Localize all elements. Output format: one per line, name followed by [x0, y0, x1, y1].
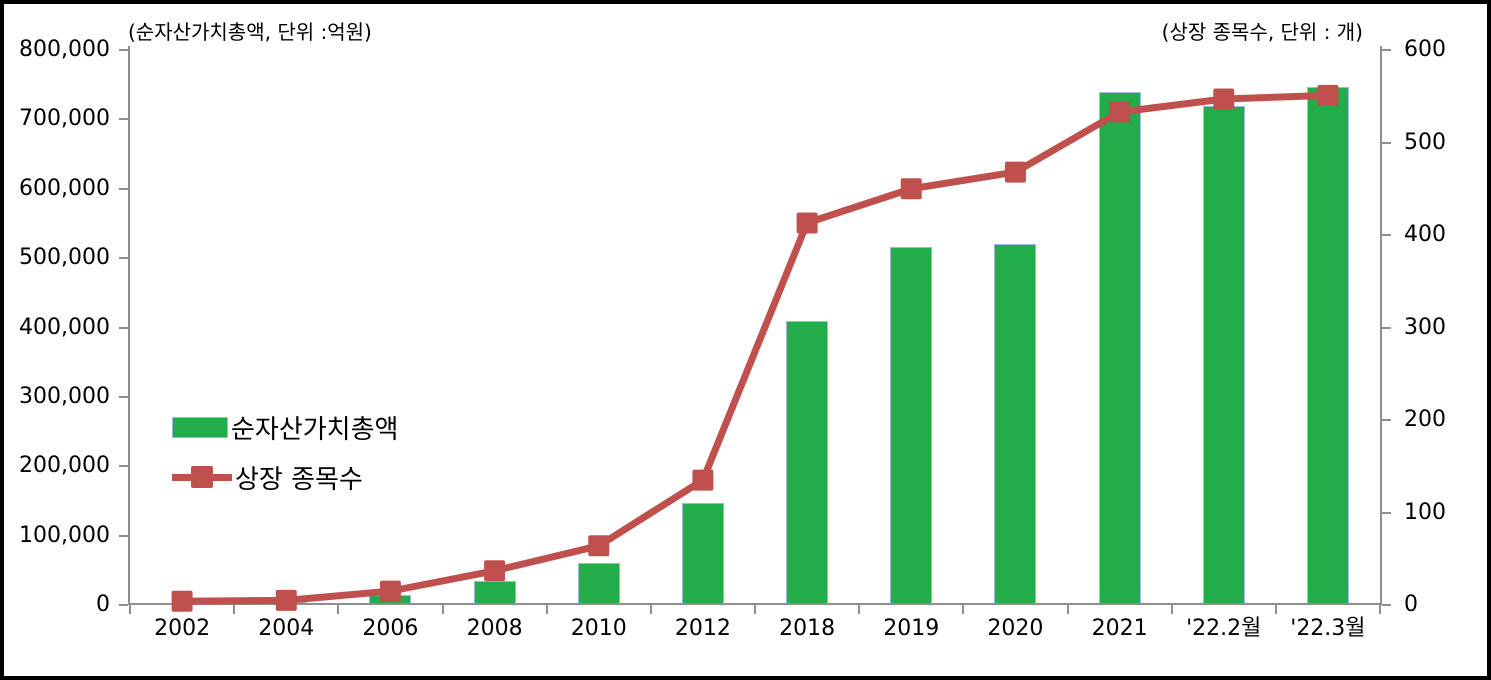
- line-marker-2018: [796, 212, 818, 234]
- left-axis-title: (순자산가치총액, 단위 :억원): [128, 20, 372, 44]
- y-axis-left-label: 0: [96, 592, 110, 617]
- y-axis-right-label: 400: [1404, 222, 1446, 247]
- y-axis-left-tick: [119, 326, 128, 329]
- line-marker-2008: [484, 560, 506, 582]
- y-axis-right-label: 100: [1404, 499, 1446, 525]
- line-marker-2020: [1004, 161, 1026, 183]
- x-axis-tick: [233, 605, 236, 614]
- y-axis-left-tick: [119, 465, 128, 468]
- y-axis-left-label: 300,000: [19, 383, 110, 409]
- y-axis-right-tick: [1382, 49, 1391, 51]
- y-axis-left-label: 100,000: [19, 522, 110, 548]
- y-axis-right-label: 0: [1404, 592, 1418, 617]
- y-axis-left-line: [128, 46, 130, 605]
- x-axis-tick: [441, 605, 444, 614]
- y-axis-left-tick: [119, 534, 128, 537]
- x-axis-tick: [754, 605, 756, 614]
- line-marker-2010: [588, 535, 610, 557]
- x-axis-label: 2012: [674, 616, 731, 641]
- bar-2018: [786, 320, 829, 605]
- line-series-swatch: [172, 466, 232, 488]
- bar-2010: [577, 563, 620, 605]
- bar-2008: [473, 581, 516, 605]
- right-axis-title: (상장 종목수, 단위 : 개): [1161, 20, 1363, 44]
- y-axis-left-tick: [119, 395, 128, 398]
- bar-'22.3월: [1306, 87, 1349, 605]
- x-axis-label: 2008: [466, 616, 523, 641]
- square-marker-icon: [191, 466, 213, 488]
- y-axis-right-tick: [1382, 604, 1391, 606]
- y-axis-left-label: 700,000: [19, 106, 110, 132]
- y-axis-right-line: [1380, 46, 1382, 605]
- x-axis-tick: [1170, 605, 1173, 614]
- y-axis-right-label: 200: [1404, 407, 1446, 432]
- y-axis-right-tick: [1382, 234, 1391, 236]
- y-axis-left-label: 800,000: [19, 37, 110, 62]
- x-axis-label: 2019: [883, 616, 940, 641]
- bar-'22.2월: [1202, 106, 1245, 605]
- line-marker-2019: [900, 178, 922, 200]
- x-axis-label: 2021: [1091, 616, 1148, 641]
- line-marker-2004: [275, 589, 297, 611]
- y-axis-left-tick: [119, 257, 128, 260]
- y-axis-left-tick: [119, 118, 128, 121]
- x-axis-tick: [649, 605, 652, 614]
- x-axis-tick: [1274, 605, 1277, 614]
- x-axis-tick: [858, 605, 861, 614]
- legend-item-line-series: 상장 종목수: [172, 452, 398, 502]
- legend-label-line-series: 상장 종목수: [235, 464, 363, 495]
- bar-2019: [890, 247, 933, 605]
- bar-series-swatch: [172, 416, 228, 438]
- y-axis-right-tick: [1382, 419, 1391, 421]
- x-axis-tick: [545, 605, 548, 614]
- y-axis-right-label: 500: [1404, 129, 1446, 155]
- x-axis-tick: [962, 605, 965, 614]
- x-axis-label: 2018: [779, 616, 836, 641]
- y-axis-left-tick: [119, 187, 128, 190]
- x-axis-tick: [1066, 605, 1069, 614]
- bar-2020: [994, 244, 1037, 605]
- line-marker-2012: [692, 469, 714, 491]
- y-axis-right-tick: [1382, 511, 1391, 514]
- x-axis-tick: [337, 605, 340, 614]
- x-axis-tick: [129, 605, 131, 614]
- y-axis-left-label: 400,000: [19, 314, 110, 340]
- y-axis-left-label: 500,000: [19, 245, 110, 271]
- y-axis-left-tick: [119, 604, 128, 606]
- y-axis-left-label: 600,000: [19, 175, 110, 201]
- line-marker-2002: [171, 590, 193, 612]
- line-series-path: [182, 91, 1329, 605]
- x-axis-label: '22.3월: [1290, 616, 1366, 641]
- y-axis-left-label: 200,000: [19, 453, 110, 479]
- y-axis-right-tick: [1382, 141, 1391, 144]
- bar-2012: [681, 503, 724, 605]
- y-axis-right-tick: [1382, 326, 1391, 329]
- x-axis-label: 2006: [362, 616, 419, 641]
- x-axis-label: 2010: [570, 616, 627, 641]
- bar-2021: [1098, 92, 1141, 605]
- legend-label-bar-series: 순자산가치총액: [231, 414, 399, 445]
- x-axis-label: '22.2월: [1186, 616, 1262, 641]
- x-axis-label: 2002: [154, 616, 211, 641]
- x-axis-tick: [1379, 605, 1381, 614]
- y-axis-right-label: 300: [1404, 314, 1446, 340]
- x-axis-label: 2020: [987, 616, 1044, 641]
- y-axis-right-label: 600: [1404, 37, 1446, 62]
- y-axis-left-tick: [119, 49, 128, 51]
- x-axis-label: 2004: [258, 616, 315, 641]
- legend-item-bar-series: 순자산가치총액: [172, 402, 398, 452]
- legend: 순자산가치총액 상장 종목수: [172, 402, 398, 502]
